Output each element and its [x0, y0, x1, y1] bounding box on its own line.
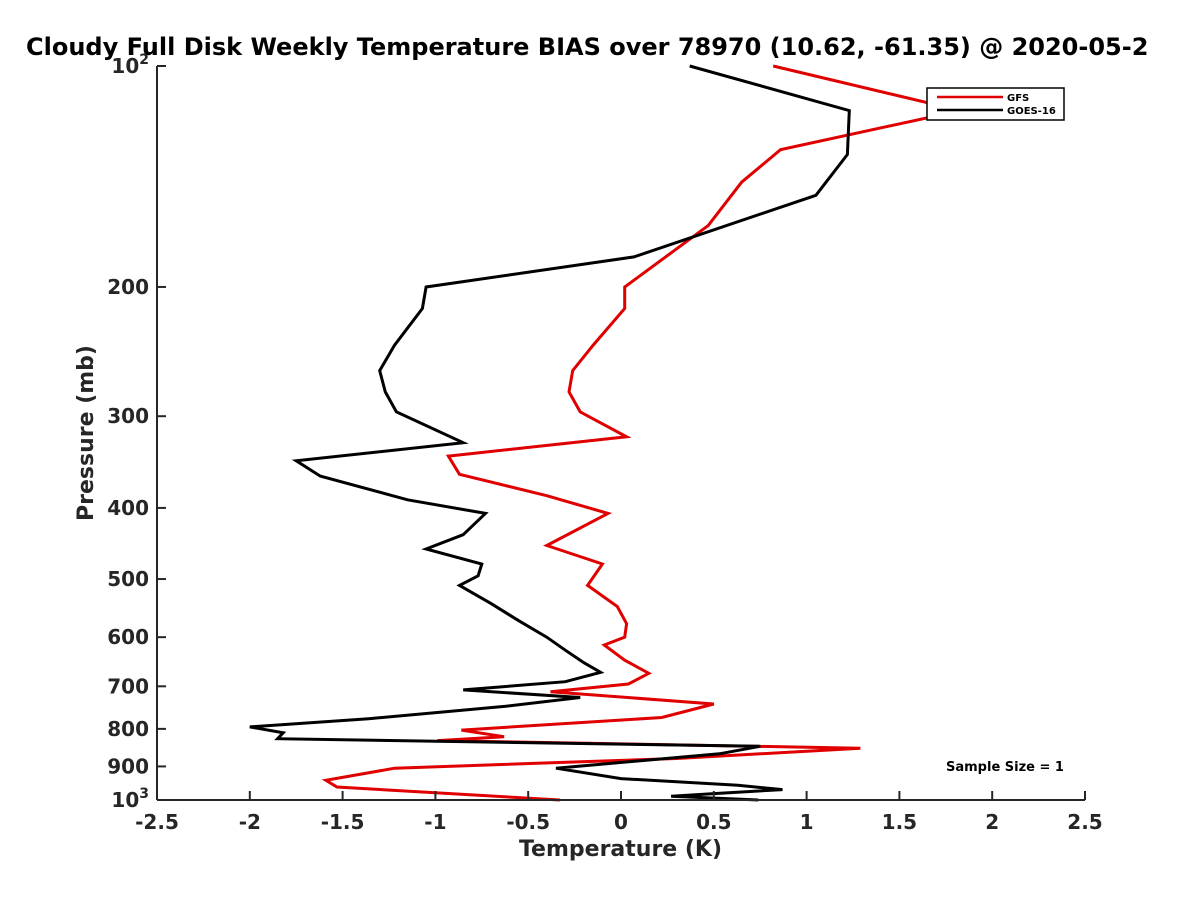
y-tick-label: 300	[107, 404, 149, 428]
x-tick-label: -1	[424, 810, 446, 834]
legend-goes16-label: GOES-16	[1007, 106, 1056, 117]
y-tick-label: 800	[107, 717, 149, 741]
x-tick-label: 0	[614, 810, 628, 834]
axes	[156, 65, 1086, 801]
x-tick-label: 1	[800, 810, 814, 834]
x-tick-label: 1.5	[882, 810, 917, 834]
legend-box	[926, 87, 1065, 121]
y-tick-label: 900	[107, 754, 149, 778]
x-tick-label: 2	[985, 810, 999, 834]
chart-title: Cloudy Full Disk Weekly Temperature BIAS…	[26, 33, 1148, 61]
y-tick-label: 600	[107, 625, 149, 649]
y-tick-label: 102	[111, 52, 149, 78]
y-axis-label: Pressure (mb)	[74, 345, 99, 521]
series-line-goes-16	[249, 64, 851, 802]
x-tick-label: -0.5	[506, 810, 550, 834]
y-tick-label: 200	[107, 275, 149, 299]
y-tick-label: 400	[107, 496, 149, 520]
y-tick-label: 700	[107, 674, 149, 698]
legend-gfs-label: GFS	[1007, 93, 1029, 104]
y-tick-label: 103	[111, 786, 149, 812]
series-line-gfs	[321, 64, 961, 802]
plot-lines	[249, 64, 961, 802]
legend: GFS GOES-16	[926, 87, 1065, 121]
x-tick-label: 0.5	[696, 810, 731, 834]
y-tick-label: 500	[107, 567, 149, 591]
x-tick-label: -2	[239, 810, 261, 834]
x-tick-labels: -2.5 -2 -1.5 -1 -0.5 0 0.5 1 1.5 2 2.5	[135, 810, 1103, 834]
x-tick-label: 2.5	[1067, 810, 1102, 834]
x-tick-label: -1.5	[321, 810, 365, 834]
sample-size-annotation: Sample Size = 1	[946, 760, 1064, 775]
y-tick-labels: 102 200 300 400 500 600 700 800 900 103	[107, 52, 149, 812]
x-tick-label: -2.5	[135, 810, 179, 834]
x-axis-label: Temperature (K)	[519, 837, 722, 862]
